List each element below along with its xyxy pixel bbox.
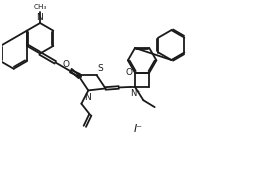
Text: N⁺: N⁺ [130, 89, 141, 98]
Text: I⁻: I⁻ [133, 124, 143, 134]
Text: S: S [97, 64, 103, 73]
Text: O: O [126, 68, 133, 77]
Text: O: O [63, 60, 70, 69]
Text: CH₃: CH₃ [33, 4, 47, 10]
Text: N: N [36, 13, 43, 22]
Text: N: N [85, 93, 91, 102]
